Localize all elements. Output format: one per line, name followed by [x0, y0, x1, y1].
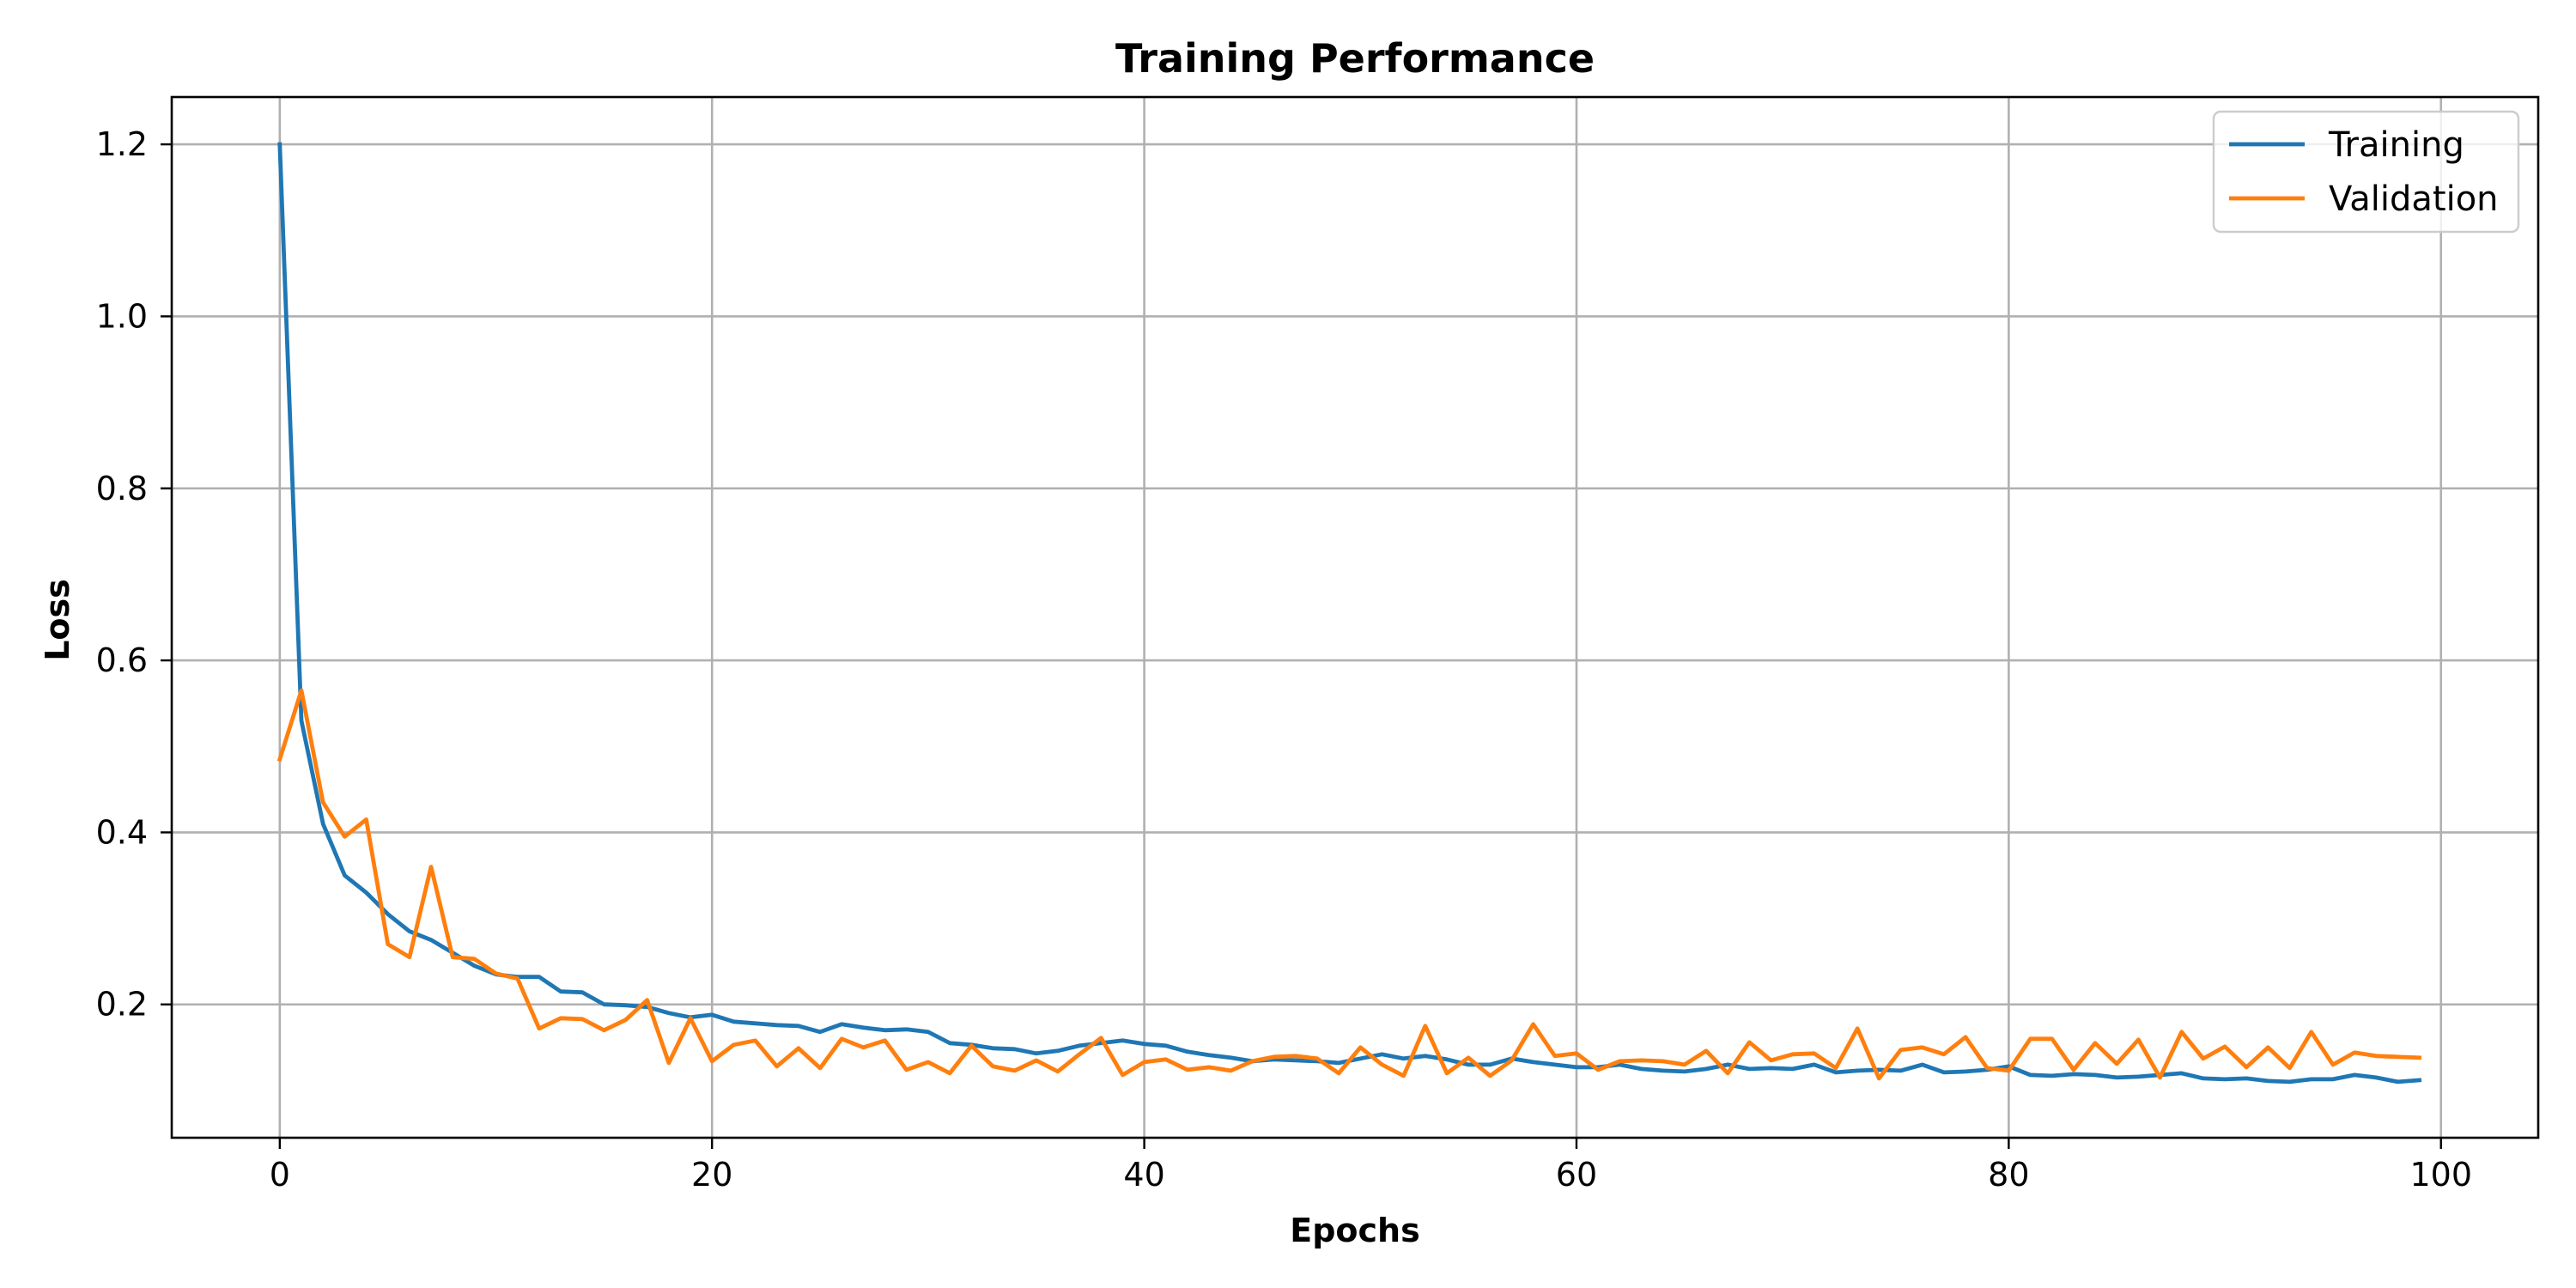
- x-tick-label: 40: [1123, 1156, 1164, 1194]
- y-tick-label: 0.8: [96, 470, 148, 507]
- y-tick-label: 0.4: [96, 813, 148, 851]
- series-layer: [276, 142, 2422, 1084]
- grid-layer: [172, 97, 2538, 1138]
- x-tick-label: 60: [1556, 1156, 1597, 1194]
- plot-frame: [170, 95, 2540, 1139]
- legend-box: [2212, 110, 2520, 234]
- x-tick-label: 80: [1988, 1156, 2029, 1194]
- x-axis-label: Epochs: [1290, 1212, 1419, 1249]
- chart-title: Training Performance: [1115, 35, 1595, 82]
- legend: Training Validation: [2212, 110, 2520, 234]
- legend-label-validation: Validation: [2329, 179, 2499, 219]
- x-tick-label: 20: [691, 1156, 732, 1194]
- x-tick-label: 100: [2409, 1156, 2472, 1194]
- y-axis-label: Loss: [39, 579, 76, 661]
- x-tick-label: 0: [270, 1156, 290, 1194]
- y-tick-label: 1.0: [96, 297, 148, 335]
- series-line-training: [277, 142, 2422, 1084]
- tick-layer: 0 20 40 60 80 100 0.2 0.4 0.6 0.8 1.0 1.2: [96, 125, 2472, 1194]
- y-tick-label: 1.2: [96, 125, 148, 163]
- legend-label-training: Training: [2328, 125, 2464, 165]
- y-tick-label: 0.2: [96, 986, 148, 1024]
- y-tick-label: 0.6: [96, 641, 148, 679]
- series-line-validation: [276, 688, 2422, 1081]
